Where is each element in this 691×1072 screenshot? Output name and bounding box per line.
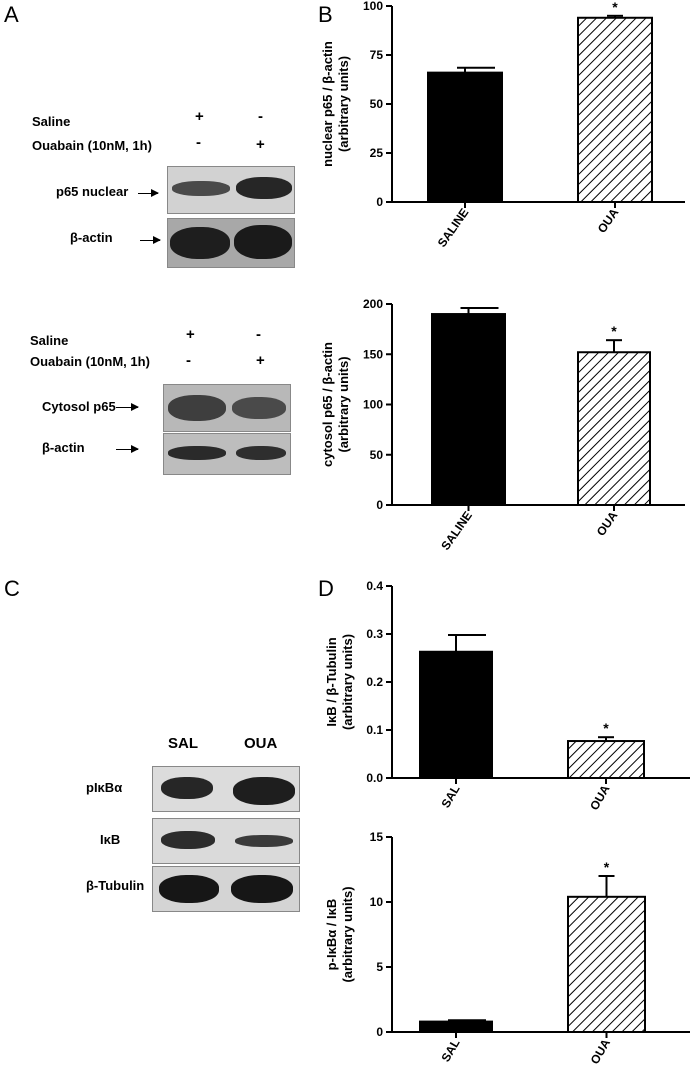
ouabain-mark: - (196, 134, 201, 151)
lane-label-oua: OUA (244, 735, 278, 752)
blot-row-label: IκB (100, 832, 121, 847)
western-blot-p65-nuclear (167, 166, 295, 214)
bar (577, 16, 653, 204)
panel-letter-d: D (318, 576, 334, 601)
y-tick-label: 0.0 (366, 771, 383, 785)
y-tick-label: 150 (363, 347, 383, 361)
western-blot-cytosol-p65 (163, 384, 291, 432)
y-tick-label: 50 (370, 97, 384, 111)
y-axis-label: IκB / β-Tubulin (324, 637, 339, 726)
bar (577, 351, 651, 506)
x-tick-label: OUA (588, 1036, 614, 1066)
blot-row-label: β-actin (70, 230, 113, 245)
saline-mark: + (186, 326, 195, 343)
panel-letter-c: C (4, 576, 20, 601)
bar (431, 313, 506, 506)
x-tick-label: SALINE (435, 206, 472, 250)
saline-label: Saline (32, 114, 71, 129)
y-tick-label: 0 (376, 1025, 383, 1039)
western-blot-beta-actin (163, 433, 291, 475)
y-tick-label: 100 (363, 398, 383, 412)
y-tick-label: 50 (370, 448, 384, 462)
bar (419, 650, 493, 780)
panel-letter-a: A (4, 2, 19, 27)
western-blot-ikb (152, 818, 300, 864)
saline-mark: - (258, 108, 263, 125)
y-tick-label: 0.3 (366, 627, 383, 641)
y-tick-label: 0.1 (366, 723, 383, 737)
y-tick-label: 25 (370, 146, 384, 160)
panel-letter-b: B (318, 2, 333, 27)
bar (567, 740, 645, 779)
significance-marker: * (612, 0, 618, 15)
significance-marker: * (604, 859, 610, 875)
western-blot-pikba (152, 766, 300, 812)
significance-marker: * (611, 323, 617, 339)
western-blot-beta-actin (167, 218, 295, 268)
y-axis-label: p-IκBα / IκB (324, 899, 339, 971)
significance-marker: * (603, 720, 609, 736)
y-axis-label: (arbitrary units) (336, 56, 351, 152)
saline-mark: - (256, 326, 261, 343)
y-tick-label: 200 (363, 297, 383, 311)
x-tick-label: OUA (587, 782, 613, 812)
y-tick-label: 0.2 (366, 675, 383, 689)
y-tick-label: 100 (363, 0, 383, 13)
y-axis-label: (arbitrary units) (340, 886, 355, 982)
lane-label-sal: SAL (168, 735, 198, 752)
x-tick-label: SAL (438, 1037, 462, 1065)
x-tick-label: SALINE (438, 509, 475, 553)
x-tick-label: SAL (438, 783, 462, 811)
arrow-icon (140, 236, 161, 244)
x-tick-label: OUA (595, 205, 622, 235)
arrow-icon (138, 189, 159, 197)
arrow-icon (116, 445, 139, 453)
ouabain-mark: + (256, 136, 265, 153)
western-blot-beta-tubulin (152, 866, 300, 912)
y-axis-label: cytosol p65 / β-actin (320, 342, 335, 467)
y-tick-label: 0 (376, 195, 383, 209)
y-tick-label: 5 (376, 960, 383, 974)
arrow-icon (116, 403, 139, 411)
saline-label: Saline (30, 333, 69, 348)
blot-row-label: β-actin (42, 440, 85, 455)
blot-row-label: Cytosol p65 (42, 399, 116, 414)
bar (567, 895, 646, 1033)
y-axis-label: (arbitrary units) (340, 634, 355, 730)
y-tick-label: 15 (370, 830, 384, 844)
x-tick-label: OUA (594, 508, 621, 538)
blot-row-label: p65 nuclear (56, 184, 129, 199)
y-tick-label: 75 (370, 48, 384, 62)
y-axis-label: nuclear p65 / β-actin (320, 41, 335, 167)
blot-row-label: pIκBα (86, 780, 123, 795)
y-tick-label: 10 (370, 895, 384, 909)
bar (419, 1020, 493, 1033)
y-axis-label: (arbitrary units) (336, 356, 351, 452)
ouabain-mark: + (256, 352, 265, 369)
ouabain-label: Ouabain (10nM, 1h) (30, 354, 150, 369)
y-tick-label: 0.4 (366, 579, 383, 593)
ouabain-label: Ouabain (10nM, 1h) (32, 138, 152, 153)
blot-row-label: β-Tubulin (86, 878, 145, 893)
saline-mark: + (195, 108, 204, 125)
y-tick-label: 0 (376, 498, 383, 512)
bar (427, 71, 503, 203)
ouabain-mark: - (186, 352, 191, 369)
